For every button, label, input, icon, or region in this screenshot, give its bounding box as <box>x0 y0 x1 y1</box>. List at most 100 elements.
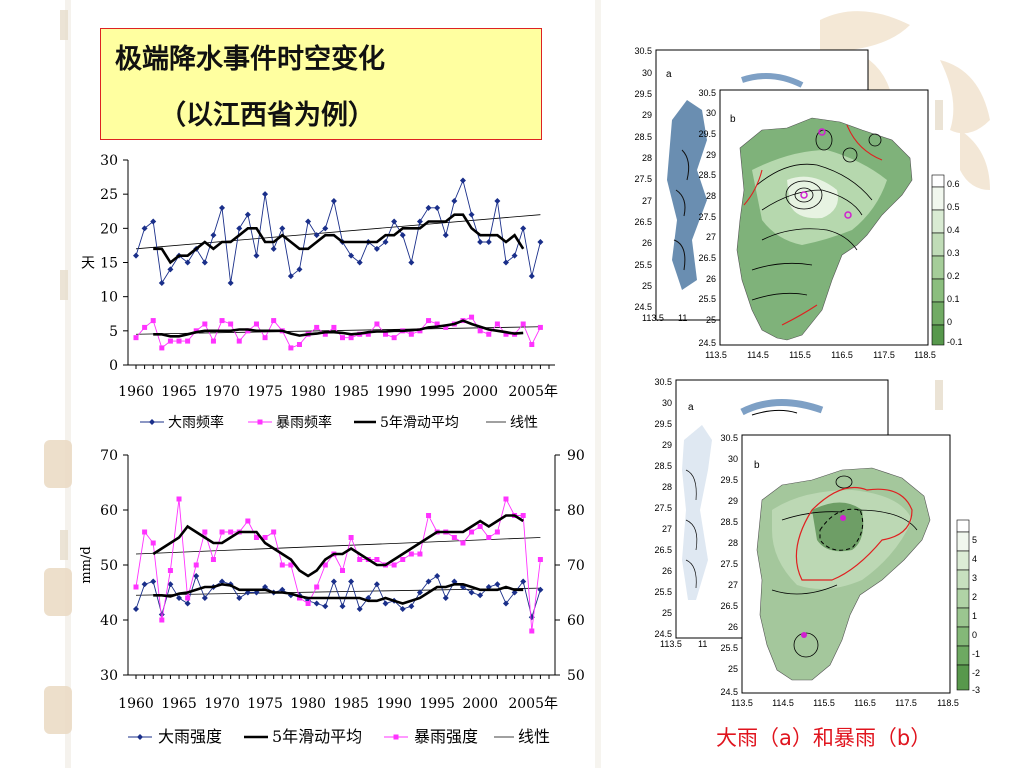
data-point <box>408 603 415 610</box>
data-point <box>357 557 363 562</box>
data-point <box>201 259 208 266</box>
data-point <box>193 573 200 579</box>
x-tick-label: 1970 <box>204 696 240 712</box>
svg-text:29: 29 <box>642 110 652 120</box>
data-point <box>184 259 191 266</box>
y2-tick-label: 90 <box>567 448 585 464</box>
y-tick-label: 30 <box>100 668 118 684</box>
svg-text:28.5: 28.5 <box>634 132 652 142</box>
svg-text:29: 29 <box>706 150 716 160</box>
data-point <box>451 535 457 540</box>
svg-text:28.5: 28.5 <box>654 461 672 471</box>
svg-text:26: 26 <box>642 238 652 248</box>
data-point <box>511 252 518 259</box>
svg-text:27: 27 <box>642 196 652 206</box>
data-point <box>477 592 484 599</box>
data-point <box>167 338 173 344</box>
data-point <box>159 345 165 351</box>
data-point <box>417 328 423 334</box>
svg-text:27: 27 <box>706 232 716 242</box>
legend-label: 暴雨强度 <box>414 727 478 746</box>
x-tick-label: 1960 <box>118 696 154 712</box>
data-point <box>537 324 543 330</box>
svg-text:25: 25 <box>706 315 716 325</box>
data-point <box>176 338 182 344</box>
data-point <box>426 513 432 518</box>
svg-text:25: 25 <box>662 608 672 618</box>
legend-label: 5年滑动平均 <box>272 727 362 746</box>
data-point <box>176 496 182 502</box>
data-point <box>185 595 191 601</box>
data-point <box>391 562 397 568</box>
data-point <box>245 328 251 334</box>
svg-text:0.4: 0.4 <box>947 225 960 235</box>
data-point <box>141 581 148 588</box>
frequency-chart: 0 5 10 15 20 25 30 1960 1965 1970 1975 1980 1985 1990… <box>81 153 558 431</box>
seal-icon <box>44 440 72 734</box>
legend-label: 线性 <box>518 727 550 746</box>
y2-tick-label: 60 <box>567 613 585 629</box>
svg-text:115.5: 115.5 <box>789 350 811 360</box>
data-point <box>193 562 199 568</box>
svg-text:28: 28 <box>706 191 716 201</box>
data-point <box>503 331 509 337</box>
svg-text:30: 30 <box>728 454 738 464</box>
svg-text:27: 27 <box>728 580 738 590</box>
data-point <box>434 573 441 579</box>
data-point <box>374 557 380 562</box>
y-tick-label: 40 <box>100 613 118 629</box>
svg-text:2: 2 <box>972 592 977 602</box>
data-point <box>262 535 268 540</box>
bottom-map-a-label: a <box>688 402 694 413</box>
x-tick-label: 2005年 <box>508 384 558 400</box>
data-point <box>150 318 156 324</box>
data-point <box>383 331 389 337</box>
data-point <box>176 595 183 601</box>
y-tick-label: 25 <box>100 187 118 203</box>
data-point <box>322 562 328 568</box>
data-point <box>271 529 277 535</box>
svg-text:27.5: 27.5 <box>654 503 672 513</box>
data-point <box>399 232 406 239</box>
data-point <box>520 321 526 327</box>
data-point <box>167 581 174 588</box>
data-point <box>142 529 148 535</box>
data-point <box>133 335 139 341</box>
x-tick-label: 1985 <box>333 696 369 712</box>
legend-label: 5年滑动平均 <box>380 414 459 431</box>
bottom-map-a-xtick2: 11 <box>698 639 707 649</box>
legend-marker <box>137 734 143 740</box>
data-point <box>158 280 165 286</box>
data-point <box>494 529 500 535</box>
data-point <box>253 252 260 259</box>
data-point <box>313 232 320 239</box>
data-point <box>486 331 492 337</box>
data-point <box>253 321 259 327</box>
data-point <box>244 211 251 218</box>
data-point <box>356 606 363 612</box>
svg-text:118.5: 118.5 <box>937 698 959 708</box>
data-point <box>313 600 320 607</box>
data-point <box>468 211 475 218</box>
x-tick-label: 1980 <box>290 384 326 400</box>
moving-average-line <box>153 319 524 338</box>
svg-text:25.5: 25.5 <box>720 643 738 653</box>
data-point <box>459 177 466 184</box>
svg-text:114.5: 114.5 <box>772 698 794 708</box>
data-point <box>460 540 466 546</box>
svg-text:116.5: 116.5 <box>854 698 876 708</box>
data-point <box>356 259 363 266</box>
data-point <box>442 595 449 601</box>
top-map-a-xtick: 113.5 <box>642 313 664 323</box>
data-point <box>245 518 251 524</box>
data-point <box>434 321 440 327</box>
data-point <box>502 600 509 607</box>
data-point <box>425 204 432 211</box>
svg-text:27.5: 27.5 <box>720 559 738 569</box>
svg-text:4: 4 <box>972 554 977 564</box>
data-point <box>184 600 191 607</box>
svg-text:-1: -1 <box>972 649 980 659</box>
svg-text:0.5: 0.5 <box>947 202 960 212</box>
